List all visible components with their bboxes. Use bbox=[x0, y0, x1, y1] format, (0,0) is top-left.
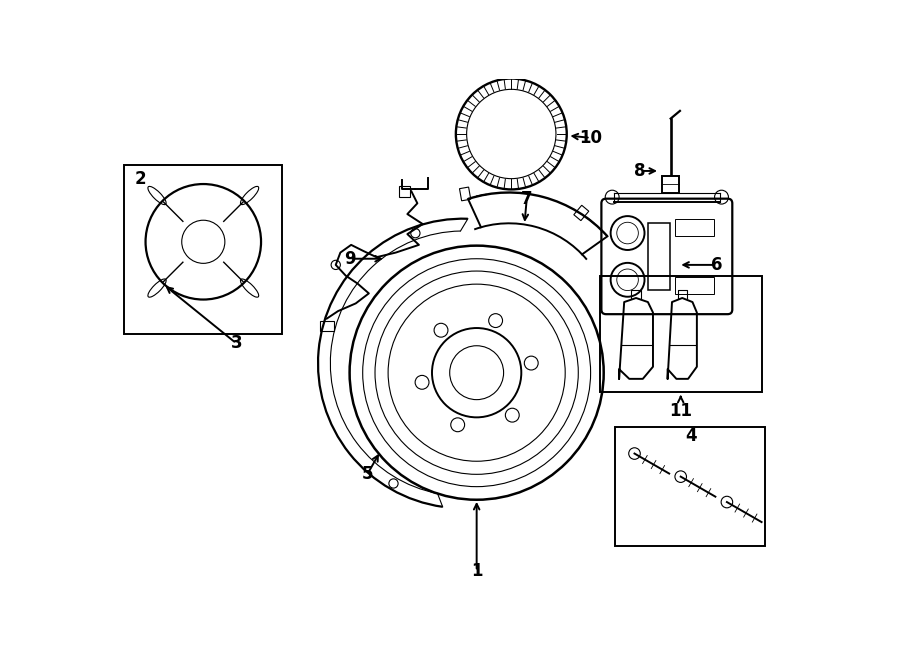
Text: 11: 11 bbox=[670, 402, 692, 420]
Bar bbox=[599, 276, 761, 392]
Circle shape bbox=[451, 418, 464, 432]
Circle shape bbox=[434, 323, 448, 337]
Bar bbox=[574, 206, 589, 221]
Text: 10: 10 bbox=[579, 129, 602, 147]
Bar bbox=[648, 223, 670, 290]
Bar bbox=[662, 176, 680, 192]
Text: 9: 9 bbox=[344, 250, 356, 268]
Text: 8: 8 bbox=[634, 162, 645, 180]
Bar bbox=[320, 321, 334, 331]
Bar bbox=[460, 187, 471, 201]
Circle shape bbox=[389, 479, 398, 488]
Circle shape bbox=[489, 314, 502, 327]
Circle shape bbox=[415, 375, 429, 389]
Text: 4: 4 bbox=[685, 427, 697, 445]
Bar bbox=[124, 165, 282, 334]
Bar bbox=[675, 219, 714, 235]
Bar bbox=[399, 186, 410, 197]
Text: 6: 6 bbox=[711, 256, 723, 274]
Text: 5: 5 bbox=[362, 465, 374, 483]
Circle shape bbox=[410, 229, 420, 238]
Bar bbox=[675, 277, 714, 294]
Circle shape bbox=[331, 260, 340, 270]
Text: 3: 3 bbox=[230, 334, 242, 352]
Circle shape bbox=[525, 356, 538, 370]
Circle shape bbox=[506, 408, 519, 422]
Text: 7: 7 bbox=[521, 190, 533, 208]
Text: 1: 1 bbox=[471, 563, 482, 580]
Text: 2: 2 bbox=[135, 170, 147, 188]
Bar bbox=[616, 426, 765, 546]
